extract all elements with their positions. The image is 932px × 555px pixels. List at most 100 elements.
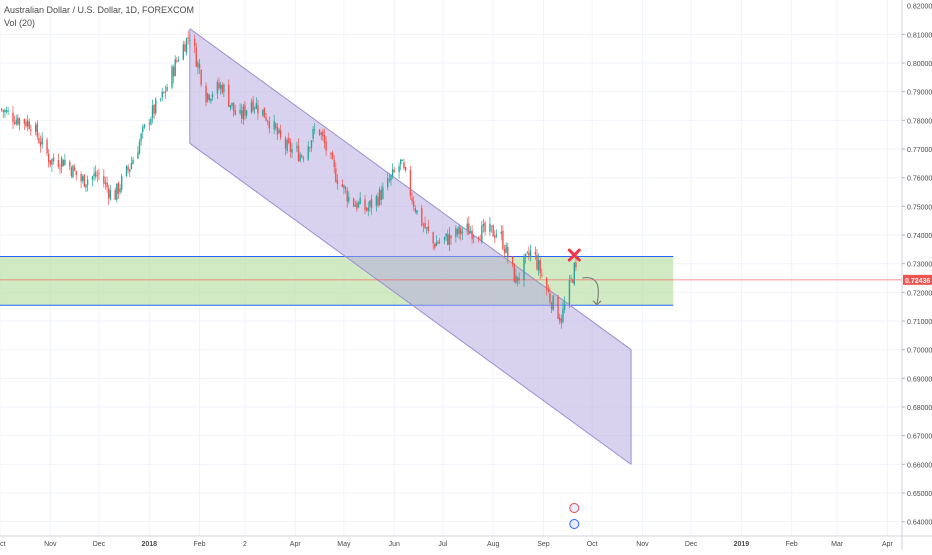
candle-body[interactable] — [382, 187, 384, 199]
candle-body[interactable] — [0, 108, 3, 111]
candle-body[interactable] — [95, 171, 97, 177]
candle-body[interactable] — [515, 275, 517, 284]
candle-body[interactable] — [456, 229, 459, 235]
candle-body[interactable] — [336, 180, 339, 185]
candle-body[interactable] — [461, 231, 464, 234]
candle-body[interactable] — [537, 260, 540, 271]
candle-body[interactable] — [155, 99, 157, 114]
candle-body[interactable] — [343, 185, 345, 189]
candle-body[interactable] — [172, 67, 175, 77]
candle-body[interactable] — [481, 225, 483, 243]
candle-body[interactable] — [232, 102, 235, 112]
candle-body[interactable] — [208, 94, 210, 101]
candle-body[interactable] — [302, 157, 305, 159]
candle-body[interactable] — [268, 121, 271, 129]
candle-body[interactable] — [177, 60, 180, 62]
rejection-x-mark[interactable] — [567, 248, 581, 262]
candle-body[interactable] — [473, 236, 475, 237]
candle-body[interactable] — [116, 183, 118, 200]
candle-body[interactable] — [265, 117, 267, 121]
candle-body[interactable] — [513, 263, 515, 282]
candle-body[interactable] — [284, 138, 287, 149]
candle-body[interactable] — [51, 159, 53, 165]
candle-body[interactable] — [346, 189, 348, 202]
candle-body[interactable] — [507, 247, 509, 258]
candle-body[interactable] — [438, 241, 441, 243]
candle-body[interactable] — [309, 147, 311, 149]
candle-body[interactable] — [330, 152, 332, 155]
candle-body[interactable] — [388, 179, 391, 181]
candle-body[interactable] — [331, 152, 334, 160]
candle-body[interactable] — [490, 225, 493, 227]
candle-body[interactable] — [357, 202, 360, 208]
candle-body[interactable] — [219, 84, 222, 89]
candle-body[interactable] — [198, 63, 201, 69]
candle-body[interactable] — [129, 169, 131, 172]
candle-body[interactable] — [307, 146, 309, 160]
candle-body[interactable] — [206, 93, 209, 101]
candle-body[interactable] — [216, 81, 219, 94]
candle-body[interactable] — [354, 204, 356, 207]
candle-body[interactable] — [242, 106, 245, 120]
candle-body[interactable] — [26, 120, 29, 127]
candle-body[interactable] — [184, 44, 186, 52]
candle-body[interactable] — [492, 225, 494, 237]
candle-body[interactable] — [106, 182, 108, 188]
candle-body[interactable] — [25, 121, 27, 127]
symbol-title[interactable]: Australian Dollar / U.S. Dollar, 1D, FOR… — [4, 5, 195, 15]
candle-body[interactable] — [164, 90, 167, 93]
candle-body[interactable] — [341, 184, 344, 187]
event-flag-icon[interactable] — [569, 519, 580, 529]
candle-body[interactable] — [98, 173, 100, 175]
candle-body[interactable] — [7, 110, 9, 112]
candle-body[interactable] — [163, 92, 165, 93]
candle-body[interactable] — [524, 253, 527, 258]
candle-body[interactable] — [250, 102, 253, 113]
candle-body[interactable] — [291, 149, 293, 153]
candle-body[interactable] — [174, 59, 176, 77]
candle-body[interactable] — [75, 170, 77, 175]
candle-body[interactable] — [573, 262, 575, 285]
candle-body[interactable] — [434, 243, 436, 248]
candle-body[interactable] — [159, 98, 162, 100]
candle-body[interactable] — [299, 154, 301, 162]
candle-body[interactable] — [369, 200, 371, 207]
candle-body[interactable] — [448, 233, 451, 245]
candle-body[interactable] — [390, 175, 392, 181]
candle-body[interactable] — [541, 274, 543, 276]
candle-body[interactable] — [380, 190, 382, 200]
candle-body[interactable] — [500, 231, 502, 234]
candle-body[interactable] — [432, 232, 434, 244]
annotations[interactable] — [0, 248, 902, 529]
candle-body[interactable] — [516, 276, 519, 282]
candle-body[interactable] — [468, 223, 470, 235]
candle-body[interactable] — [356, 203, 358, 209]
candle-body[interactable] — [193, 39, 196, 47]
candle-body[interactable] — [130, 162, 133, 169]
candle-body[interactable] — [482, 223, 485, 227]
candle-body[interactable] — [344, 187, 347, 190]
candle-body[interactable] — [427, 226, 429, 232]
candle-body[interactable] — [571, 279, 574, 283]
candle-body[interactable] — [575, 262, 577, 268]
candle-body[interactable] — [348, 196, 350, 202]
candle-body[interactable] — [377, 196, 379, 206]
candle-body[interactable] — [69, 161, 71, 167]
candle-body[interactable] — [323, 135, 326, 144]
volume-indicator-label[interactable]: Vol (20) — [4, 18, 36, 28]
candle-body[interactable] — [325, 141, 327, 151]
candle-body[interactable] — [107, 188, 110, 198]
candle-body[interactable] — [140, 133, 142, 142]
candle-body[interactable] — [289, 141, 292, 152]
candle-body[interactable] — [460, 228, 462, 235]
candle-body[interactable] — [421, 208, 423, 226]
candle-body[interactable] — [301, 155, 303, 158]
candle-body[interactable] — [278, 129, 280, 133]
candle-body[interactable] — [47, 153, 50, 163]
candle-body[interactable] — [187, 37, 189, 39]
candlestick-series[interactable] — [0, 30, 577, 329]
candle-body[interactable] — [83, 174, 86, 187]
candle-body[interactable] — [335, 168, 337, 182]
candle-body[interactable] — [221, 84, 223, 93]
